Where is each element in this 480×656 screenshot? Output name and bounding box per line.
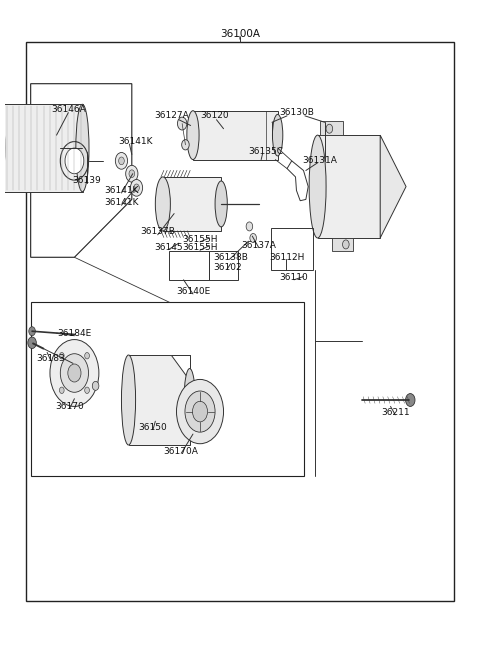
Text: 36150: 36150 [139,423,168,432]
Ellipse shape [309,135,326,238]
Ellipse shape [76,104,89,192]
Bar [318,135,380,238]
Polygon shape [171,355,190,380]
Ellipse shape [273,114,283,156]
Bar [129,355,190,445]
Text: 36170A: 36170A [164,447,199,456]
Bar [31,302,303,476]
Circle shape [115,152,128,169]
Ellipse shape [156,177,170,231]
Circle shape [68,364,81,382]
Circle shape [92,381,99,390]
Bar [332,238,353,251]
Polygon shape [380,135,406,238]
Ellipse shape [121,355,135,445]
Circle shape [60,352,64,359]
Text: 36112H: 36112H [269,253,305,262]
Bar [169,251,209,280]
Circle shape [84,352,89,359]
Text: 36135C: 36135C [248,147,283,155]
Circle shape [181,140,189,150]
Ellipse shape [187,111,199,159]
Circle shape [29,327,36,336]
Circle shape [126,165,138,182]
Text: 36110: 36110 [280,274,309,282]
Circle shape [343,240,349,249]
Text: 36211: 36211 [381,409,409,417]
Text: 36100A: 36100A [220,29,260,39]
Text: 36155H: 36155H [182,243,218,252]
Circle shape [129,170,134,178]
Bar [193,111,277,159]
Text: 36170: 36170 [55,402,84,411]
Circle shape [178,117,187,130]
Text: 36120: 36120 [200,112,228,120]
Circle shape [246,222,252,231]
Bar [26,42,454,601]
Circle shape [131,180,143,196]
Text: 36138B: 36138B [213,253,248,262]
Text: 36131A: 36131A [302,156,337,165]
Text: 36127A: 36127A [155,112,189,120]
Circle shape [326,124,333,133]
Circle shape [28,337,36,348]
Circle shape [50,340,99,407]
Text: 36141K: 36141K [104,186,139,195]
Circle shape [406,394,415,407]
Bar [271,228,313,270]
Text: 36146A: 36146A [51,105,85,114]
Circle shape [192,401,207,422]
Circle shape [185,391,215,432]
Circle shape [65,148,84,174]
Circle shape [177,379,224,443]
Text: 36183: 36183 [36,354,65,363]
Text: 36137A: 36137A [241,241,276,250]
Circle shape [134,184,139,192]
Text: 36141K: 36141K [104,198,139,207]
Bar [163,177,221,231]
Ellipse shape [0,104,5,192]
Text: 36102: 36102 [213,263,241,272]
Text: 36155H: 36155H [182,235,218,244]
Text: 36140E: 36140E [176,287,210,297]
Ellipse shape [184,369,195,432]
Bar [320,121,344,135]
Circle shape [250,234,256,243]
Circle shape [119,157,124,165]
Text: 36141K: 36141K [119,137,153,146]
Text: 36137B: 36137B [140,227,175,236]
Text: 36130B: 36130B [279,108,314,117]
Bar [209,251,238,280]
Bar [0,104,83,192]
Circle shape [60,354,88,392]
Text: 36139: 36139 [73,176,101,184]
Text: 36145: 36145 [154,243,183,252]
Circle shape [84,387,89,394]
Text: 36184E: 36184E [57,329,92,338]
Circle shape [60,387,64,394]
Ellipse shape [215,181,228,227]
